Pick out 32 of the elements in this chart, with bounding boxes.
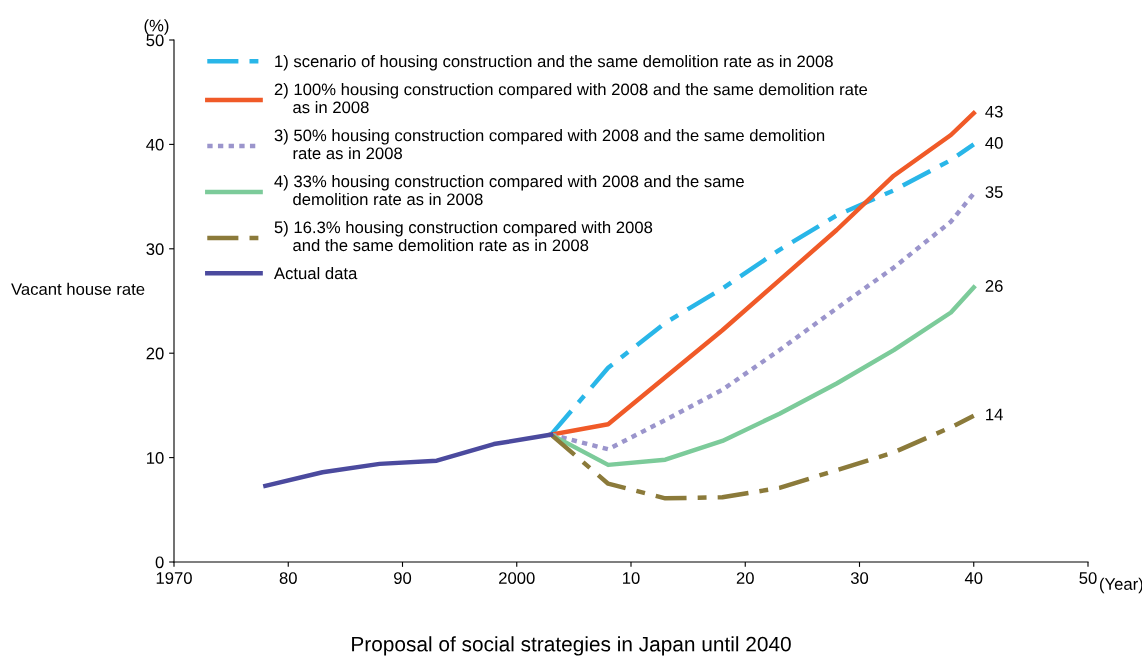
data-label: 35 — [985, 186, 1003, 198]
y-tick-label: 30 — [146, 243, 164, 255]
data-label: 43 — [985, 105, 1003, 118]
data-label: 26 — [985, 280, 1003, 292]
y-tick-label: 50 — [146, 34, 164, 47]
legend-label: 3) 50% housing construction compared with 2008 and the same demolition rate as in 2008 — [274, 129, 825, 160]
x-tick-label: 2000 — [499, 572, 535, 584]
x-tick-label: 30 — [850, 572, 869, 584]
y-axis-title: Vacant house rate — [11, 282, 145, 296]
x-tick-label: 40 — [964, 572, 983, 584]
legend-label: 1) scenario of housing construction and the same demolition rate as in 2008 — [275, 55, 833, 71]
y-tick-label: 0 — [155, 556, 164, 569]
x-tick-label: 80 — [279, 572, 297, 584]
legend-label: 4) 33% housing construction compared with 2008 and the same demolition rate as in 2008 — [274, 175, 744, 206]
x-tick-label: 20 — [736, 572, 754, 584]
legend-label: Actual data — [273, 266, 358, 280]
line-series — [263, 432, 554, 489]
text: (%) — [144, 19, 169, 35]
x-tick-label: 10 — [623, 572, 640, 584]
data-label: 40 — [985, 137, 1003, 149]
y-tick-label: 40 — [146, 138, 164, 151]
legend-label: 5) 16.3% housing construction compared with 2008 and the same demolition rate as in 2008 — [274, 221, 653, 252]
x-tick-label: 1970 — [156, 572, 192, 584]
y-tick-label: 10 — [147, 452, 164, 464]
legend-label: 2) 100% housing construction compared with 2008 and the same demolition rate as in 2008 — [274, 83, 868, 114]
line-series — [548, 413, 976, 501]
y-tick-label: 20 — [146, 347, 164, 360]
text: (Year) — [1100, 577, 1142, 594]
text: Proposal of social strategies in Japan until 2040 — [352, 636, 791, 656]
x-tick-label: 90 — [394, 572, 412, 584]
data-label: 14 — [986, 408, 1003, 421]
x-tick-label: 50 — [1079, 572, 1097, 584]
